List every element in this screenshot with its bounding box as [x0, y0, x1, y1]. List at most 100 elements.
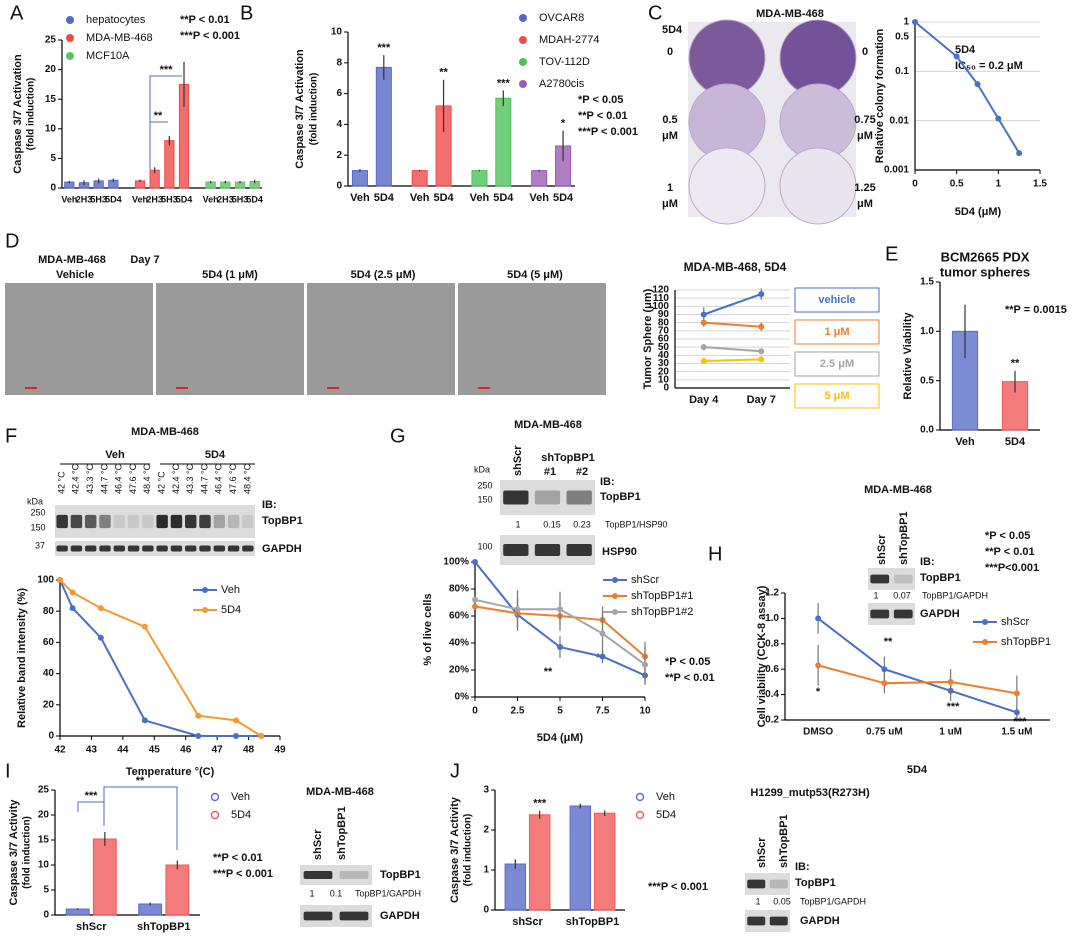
legend-box	[794, 351, 880, 377]
y-tick-label: 40	[43, 668, 55, 679]
x-axis-label: 5D4	[907, 764, 928, 776]
significance-label: ***	[377, 42, 391, 54]
blot-band	[534, 544, 561, 556]
y-tick-label: 0%	[455, 692, 470, 703]
image-label: Veh	[105, 449, 125, 461]
point	[700, 344, 707, 351]
x-tick-label: DMSO	[803, 727, 833, 738]
image-label: 46.4 °C	[114, 463, 124, 494]
image-label: TopBP1	[380, 869, 421, 881]
x-tick-label: 5H3	[161, 194, 178, 204]
legend-label: 5D4	[656, 809, 676, 821]
legend-swatch	[612, 609, 618, 615]
legend-swatch	[612, 593, 618, 599]
y-tick-label: 80	[658, 317, 670, 328]
point	[472, 559, 478, 565]
y-tick-label: 10	[658, 374, 670, 385]
image-label: shTopBP1	[541, 452, 595, 464]
bar	[164, 140, 175, 189]
image-label: shScr	[512, 445, 524, 476]
image-label: 100	[477, 541, 492, 551]
legend-label: 5D4	[231, 809, 251, 821]
blot-band	[339, 871, 369, 879]
annotation: ***	[85, 790, 99, 802]
x-tick-label: 47	[212, 745, 224, 756]
annotation: **P = 0.0015	[1005, 304, 1067, 316]
image-label: 42 °C	[156, 471, 166, 494]
line-series	[703, 321, 762, 328]
annotation: **P < 0.01	[578, 110, 628, 122]
bar	[471, 170, 488, 187]
image-label: Vehicle	[56, 269, 94, 281]
y-tick-label: 1.2	[765, 588, 779, 599]
x-tick-label: 2.5	[511, 706, 525, 717]
blot-band	[242, 545, 254, 552]
annotation: **	[136, 775, 145, 787]
blot-band	[303, 871, 333, 879]
x-tick-label: 5D4	[433, 192, 454, 204]
legend-label: 2.5 μM	[820, 358, 854, 370]
micrograph	[5, 283, 153, 395]
image-label: 0.1	[330, 888, 343, 898]
annotation: **P < 0.01	[985, 546, 1035, 558]
image-label: IB:	[795, 861, 810, 873]
x-tick-label: 5	[557, 706, 563, 717]
blot-band	[85, 514, 97, 529]
image-label: 0.15	[543, 519, 561, 529]
point	[758, 356, 765, 363]
y-tick-label: 8	[336, 57, 342, 68]
annotation: ***	[1014, 716, 1028, 728]
legend-label: MDAH-2774	[539, 34, 600, 46]
x-tick-label: Veh	[955, 436, 975, 448]
y-tick-label: 10	[38, 860, 50, 871]
bar	[495, 97, 512, 187]
blot-band	[566, 544, 592, 556]
y-tick-label: 70	[658, 325, 670, 336]
point	[700, 311, 707, 318]
y-tick-label: 60	[43, 637, 55, 648]
annotation: *P < 0.05	[578, 94, 623, 106]
legend-label: shScr	[1001, 616, 1029, 628]
image-label: HSP90	[602, 546, 637, 558]
micrograph	[307, 283, 455, 395]
panel-letter: H	[708, 543, 722, 565]
y-axis-label: Caspase 3/7 Activity	[8, 799, 20, 906]
image-label: 150	[30, 522, 45, 532]
point	[97, 634, 104, 641]
bar	[92, 838, 117, 916]
image-label: TopBP1/GAPDH	[922, 590, 988, 600]
image-label: H1299_mutp53(R273H)	[750, 787, 870, 799]
blot-band	[870, 609, 890, 619]
image-label: 250	[30, 507, 45, 517]
point	[953, 53, 960, 60]
legend-swatch	[519, 14, 527, 22]
x-tick-label: 5D4	[1005, 436, 1026, 448]
x-tick-label: 1.5	[1033, 179, 1047, 190]
annotation: **P < 0.01	[180, 14, 230, 26]
image-label: TopBP1/GAPDH	[355, 888, 421, 898]
significance-label: ***	[497, 77, 511, 89]
y-tick-label: 5	[50, 153, 56, 164]
image-label: TopBP1	[600, 491, 641, 503]
image-label: TopBP1	[262, 515, 303, 527]
point	[557, 644, 563, 651]
panel-letter: D	[5, 230, 19, 252]
x-tick-label: 2H3	[146, 194, 163, 204]
x-tick-label: Veh	[61, 194, 77, 204]
image-label: MDA-MB-468	[756, 8, 824, 20]
y-tick-label: 2	[483, 825, 489, 836]
blot-strip	[745, 873, 790, 895]
chart-title: tumor spheres	[940, 264, 1030, 279]
x-tick-label: 1 uM	[939, 727, 962, 738]
y-tick-label: 0.6	[765, 664, 779, 675]
blot-band	[893, 609, 913, 619]
point	[97, 605, 104, 612]
y-axis-label: Relative band intensity (%)	[16, 588, 28, 728]
blot-band	[199, 545, 211, 552]
y-axis-label: Caspase 3/7 Activity	[449, 796, 461, 903]
y-tick-label: 0.4	[765, 689, 779, 700]
x-tick-label: 0	[912, 179, 918, 190]
blot-band	[303, 911, 333, 921]
x-tick-label: Veh	[410, 192, 430, 204]
bar	[593, 812, 616, 911]
